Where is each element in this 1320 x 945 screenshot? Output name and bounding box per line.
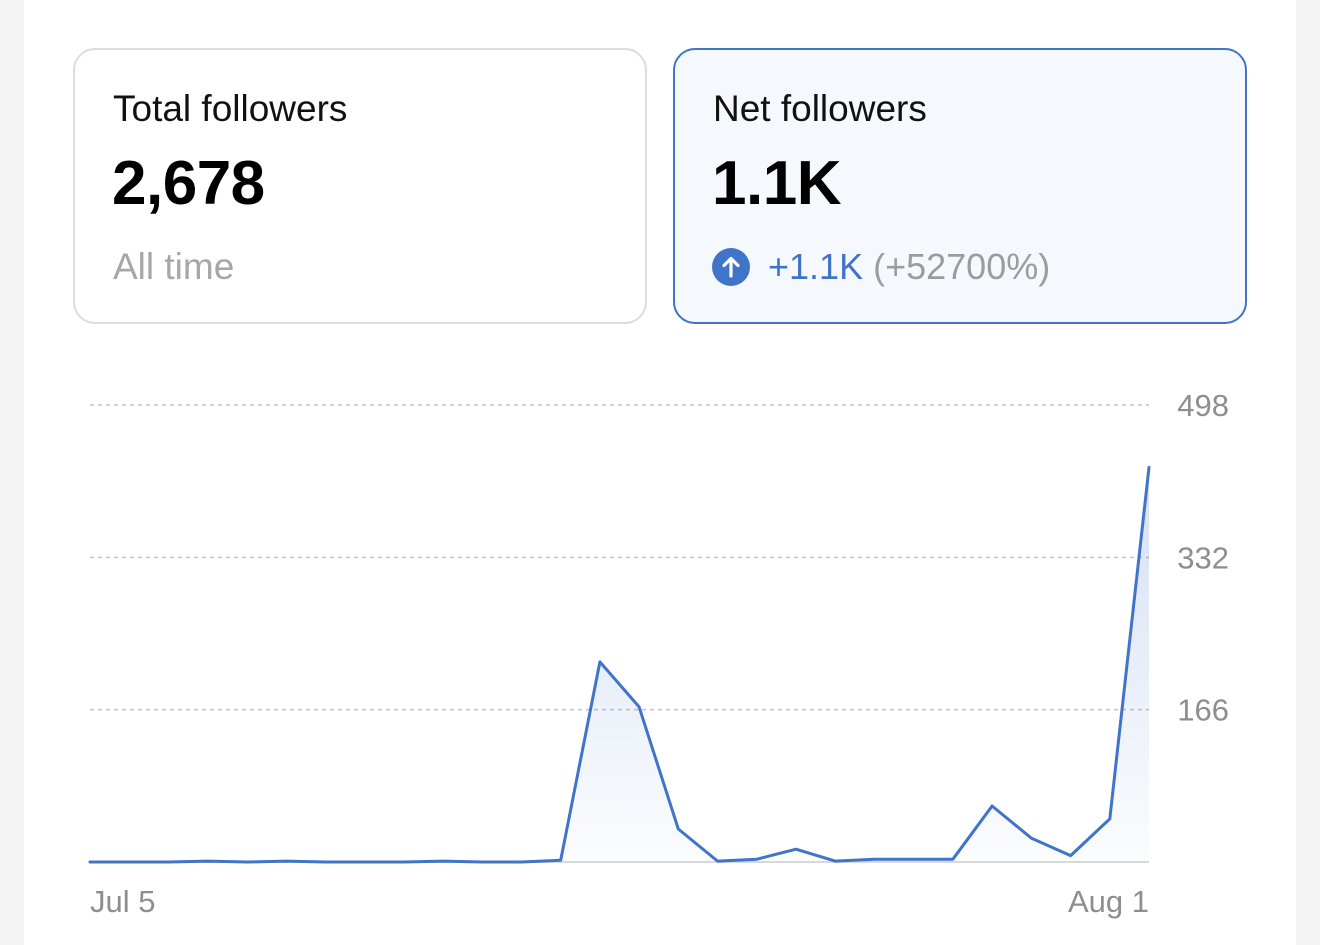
followers-panel: Total followers 2,678 All time Net follo… bbox=[24, 0, 1296, 945]
series-line bbox=[88, 465, 1151, 864]
net-followers-chart[interactable]: 166 332 498 Jul 5 Aug 1 bbox=[24, 0, 1296, 945]
series-area bbox=[90, 467, 1149, 862]
x-tick-label-start: Jul 5 bbox=[90, 884, 155, 919]
total-followers-subtitle: All time bbox=[113, 246, 235, 287]
total-followers-card[interactable]: Total followers 2,678 All time bbox=[73, 48, 647, 324]
y-tick-label: 166 bbox=[1177, 693, 1229, 728]
y-tick-label: 498 bbox=[1177, 388, 1229, 423]
x-tick-label-end: Aug 1 bbox=[1068, 884, 1149, 919]
net-followers-card[interactable]: Net followers 1.1K +1.1K (+52700%) bbox=[673, 48, 1247, 324]
net-followers-title: Net followers bbox=[713, 88, 927, 129]
total-followers-title: Total followers bbox=[113, 88, 348, 129]
net-followers-change-absolute: +1.1K bbox=[768, 246, 864, 287]
arrow-up-circle-icon bbox=[712, 248, 750, 286]
net-followers-value: 1.1K bbox=[712, 149, 841, 218]
net-followers-change-percent: (+52700%) bbox=[873, 246, 1051, 287]
total-followers-value: 2,678 bbox=[112, 149, 265, 218]
net-followers-change: +1.1K (+52700%) bbox=[712, 246, 1050, 288]
y-tick-label: 332 bbox=[1177, 540, 1229, 575]
